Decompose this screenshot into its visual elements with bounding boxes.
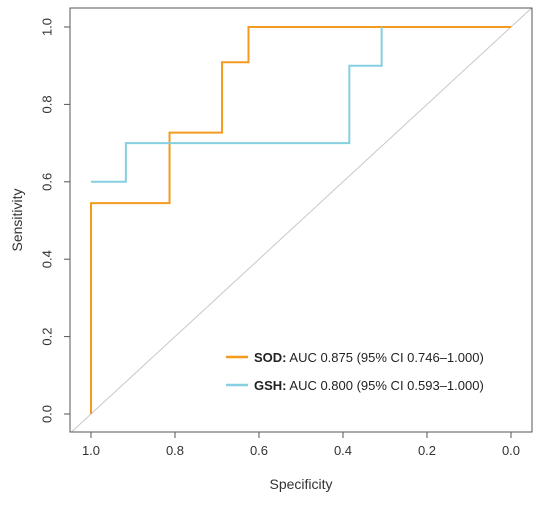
y-tick-label: 0.0 <box>39 405 54 423</box>
x-tick-label: 0.2 <box>418 443 436 458</box>
x-tick-label: 0.6 <box>250 443 268 458</box>
legend-entry-gsh: GSH: AUC 0.800 (95% CI 0.593–1.000) <box>254 378 484 393</box>
x-tick-label: 1.0 <box>82 443 100 458</box>
legend-auc-text: AUC 0.875 (95% CI 0.746–1.000) <box>287 350 484 365</box>
x-axis-label: Specificity <box>269 476 332 492</box>
series-layer <box>90 26 511 414</box>
plot-frame <box>69 7 533 433</box>
axes-layer: 1.0 0.8 0.6 0.4 0.2 0.0 0.0 0.2 0.4 0.6 0.8 1.0 <box>39 18 520 458</box>
legend-series-name: SOD: <box>254 350 287 365</box>
x-tick-label: 0.8 <box>166 443 184 458</box>
y-tick-label: 0.6 <box>39 173 54 191</box>
diagonal-layer <box>70 8 532 432</box>
legend-series-name: GSH: <box>254 378 287 393</box>
x-tick-label: 0.4 <box>334 443 352 458</box>
y-tick-label: 1.0 <box>39 18 54 36</box>
y-tick-label: 0.4 <box>39 250 54 268</box>
legend-auc-text: AUC 0.800 (95% CI 0.593–1.000) <box>287 378 484 393</box>
roc-curve-gsh <box>91 27 383 183</box>
legend-entry-sod: SOD: AUC 0.875 (95% CI 0.746–1.000) <box>254 350 484 365</box>
y-axis-label: Sensitivity <box>9 188 25 251</box>
legend: SOD: AUC 0.875 (95% CI 0.746–1.000) GSH: … <box>226 350 484 393</box>
y-tick-label: 0.8 <box>39 95 54 113</box>
diagonal-reference-line <box>70 8 532 432</box>
roc-curve-sod <box>90 26 511 414</box>
y-tick-label: 0.2 <box>39 328 54 346</box>
x-tick-label: 0.0 <box>502 443 520 458</box>
